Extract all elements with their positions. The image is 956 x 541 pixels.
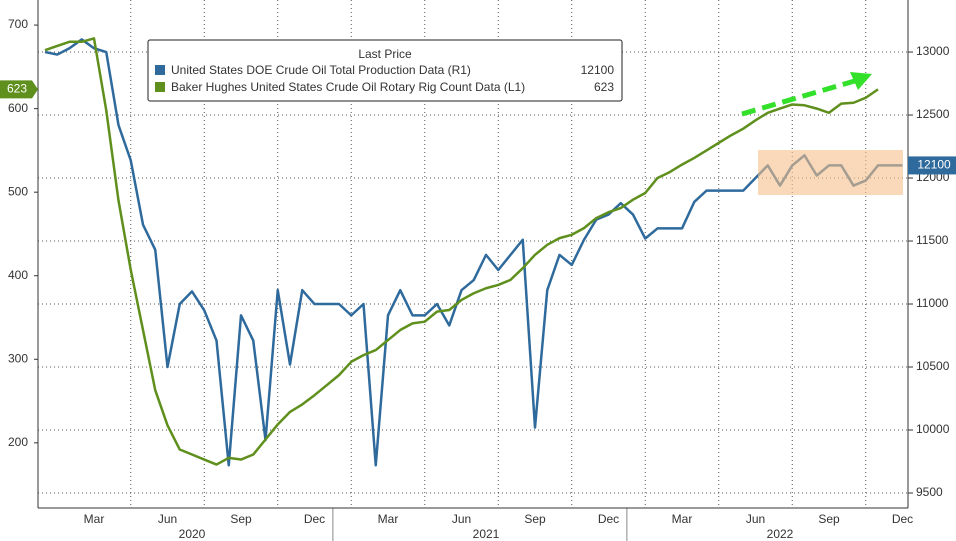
legend-swatch — [155, 65, 165, 75]
x-tick-label: Jun — [158, 512, 177, 526]
x-tick-label: Jun — [746, 512, 765, 526]
y-tick-label: 200 — [8, 435, 28, 449]
x-tick-label: Dec — [892, 512, 913, 526]
y-tick-label: 300 — [8, 351, 28, 365]
y2-tick-label: 10500 — [916, 359, 950, 373]
legend-entry: United States DOE Crude Oil Total Produc… — [171, 63, 471, 77]
x-group-label: 2022 — [767, 527, 794, 541]
series-line — [44, 37, 879, 466]
legend-value: 623 — [594, 80, 614, 94]
legend-title: Last Price — [358, 47, 412, 61]
y2-tick-label: 13000 — [916, 44, 950, 58]
legend-swatch — [155, 82, 165, 92]
y2-tick-label: 11000 — [916, 296, 949, 310]
y-tick-label: 500 — [8, 184, 28, 198]
y2-tick-label: 9500 — [916, 485, 943, 499]
y-tick-label: 600 — [8, 101, 28, 115]
y-tick-label: 400 — [8, 268, 28, 282]
legend-entry: Baker Hughes United States Crude Oil Rot… — [171, 80, 525, 94]
last-value-tag — [0, 80, 38, 99]
legend: Last Price United States DOE Crude Oil T… — [147, 39, 623, 102]
x-group-label: 2021 — [473, 527, 500, 541]
last-value-label: 623 — [7, 82, 27, 96]
x-group-label: 2020 — [179, 527, 206, 541]
trend-arrow-head — [850, 72, 872, 90]
x-tick-label: Dec — [304, 512, 325, 526]
trend-arrow — [741, 77, 859, 117]
x-tick-label: Mar — [378, 512, 399, 526]
x-tick-label: Mar — [84, 512, 105, 526]
last-value-tag — [908, 156, 956, 175]
y2-tick-label: 10000 — [916, 422, 950, 436]
last-value-label: 12100 — [917, 158, 951, 172]
x-tick-label: Sep — [230, 512, 252, 526]
x-tick-label: Dec — [598, 512, 619, 526]
highlight-box — [758, 150, 903, 195]
x-tick-label: Mar — [672, 512, 693, 526]
legend-value: 12100 — [581, 63, 615, 77]
legend-box — [147, 39, 623, 102]
x-tick-label: Sep — [524, 512, 546, 526]
y2-tick-label: 11500 — [916, 233, 949, 247]
x-tick-label: Sep — [818, 512, 840, 526]
y2-tick-label: 12500 — [916, 107, 950, 121]
x-tick-label: Jun — [452, 512, 471, 526]
y-tick-label: 700 — [8, 17, 28, 31]
